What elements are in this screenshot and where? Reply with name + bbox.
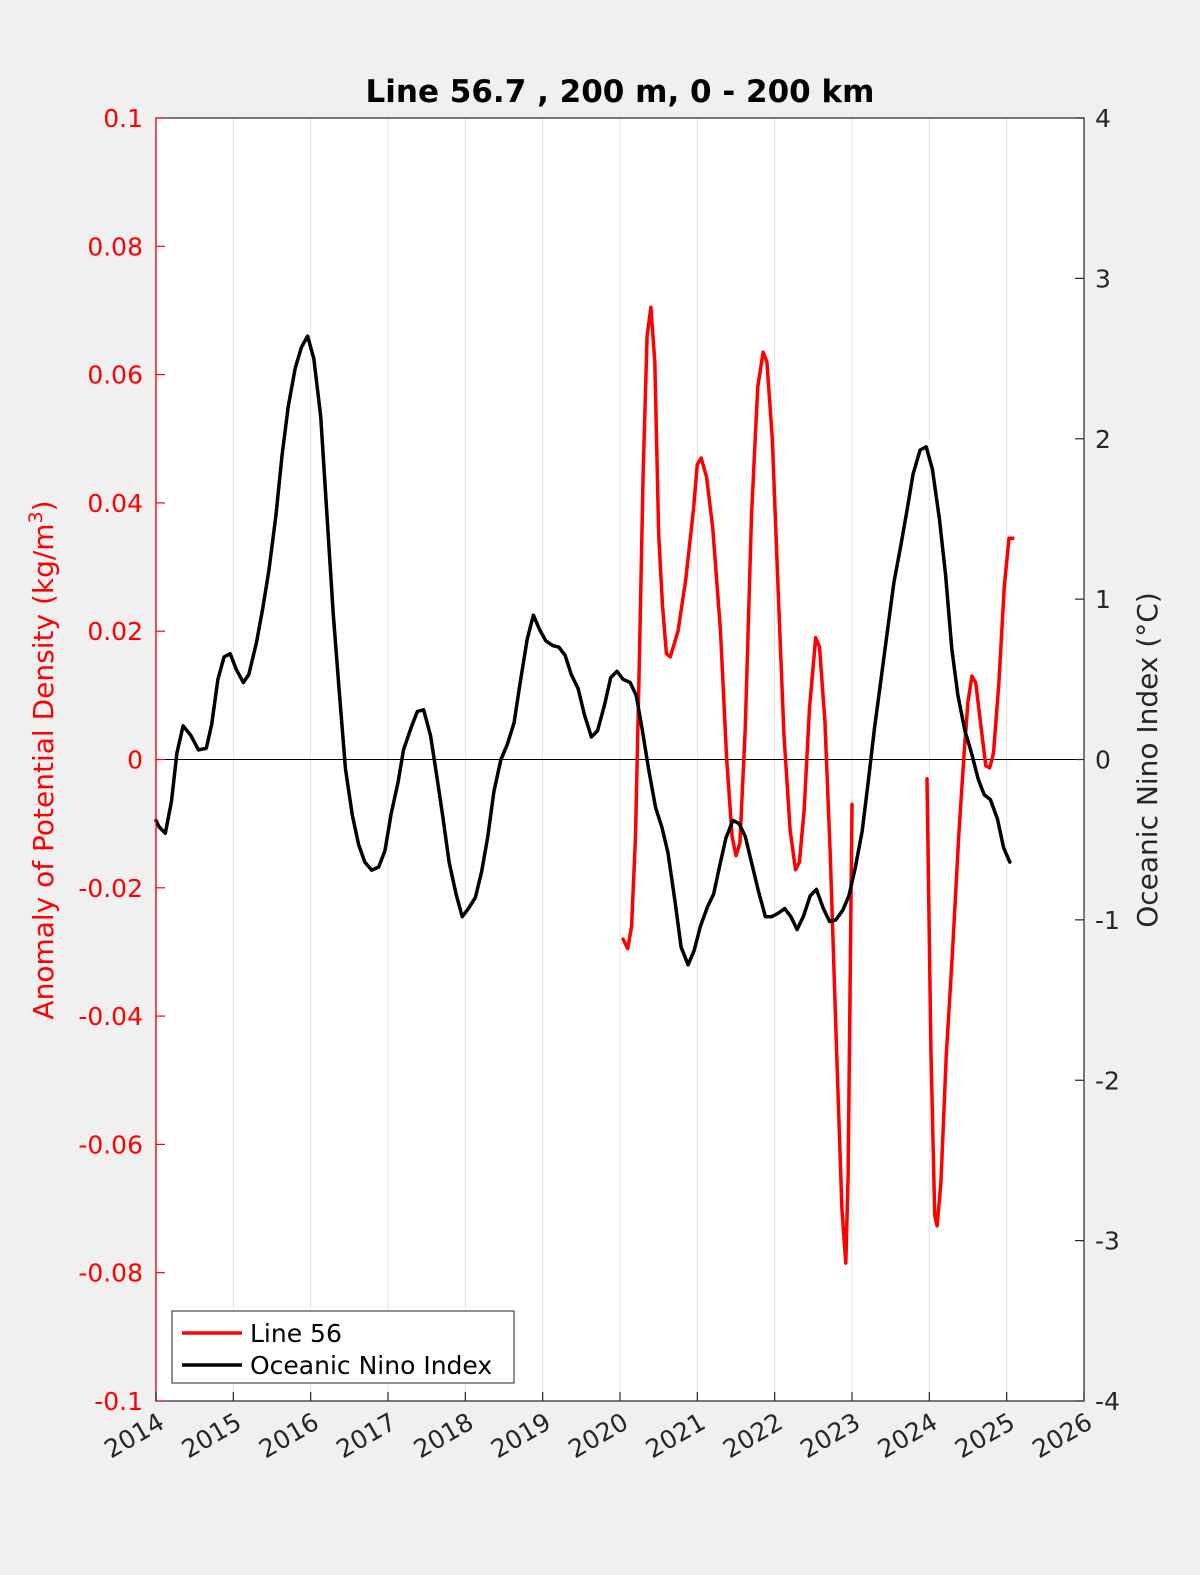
left-tick-label: -0.02 bbox=[78, 874, 143, 903]
legend-label-oni: Oceanic Nino Index bbox=[250, 1351, 492, 1380]
chart-title: Line 56.7 , 200 m, 0 - 200 km bbox=[366, 74, 875, 110]
right-axis-label: Oceanic Nino Index (°C) bbox=[1131, 592, 1164, 928]
left-tick-label: 0.06 bbox=[87, 361, 143, 390]
series-line-oceanic-nino-index-0 bbox=[154, 334, 1012, 967]
right-y-axis: 4 3 2 1 0 -1 -2 -3 -4 bbox=[1075, 104, 1120, 1416]
right-tick-label: -1 bbox=[1095, 906, 1120, 935]
right-tick-label: 1 bbox=[1095, 585, 1111, 614]
left-tick-label: -0.08 bbox=[78, 1259, 143, 1288]
left-axis-label: Anomaly of Potential Density (kg/m3) bbox=[25, 500, 60, 1019]
left-tick-label: 0.1 bbox=[103, 104, 143, 133]
right-tick-label: 0 bbox=[1095, 746, 1111, 775]
series-line-line-56-0 bbox=[621, 305, 854, 1265]
left-tick-label: -0.1 bbox=[94, 1387, 143, 1416]
right-tick-label: -3 bbox=[1095, 1227, 1120, 1256]
left-tick-label: -0.06 bbox=[78, 1130, 143, 1159]
left-tick-label: 0.08 bbox=[87, 232, 143, 261]
right-tick-label: 4 bbox=[1095, 104, 1111, 133]
right-tick-label: -2 bbox=[1095, 1066, 1120, 1095]
series-line-line-56-1 bbox=[925, 536, 1015, 1228]
legend-box bbox=[171, 1310, 515, 1384]
left-tick-label: -0.04 bbox=[78, 1002, 143, 1031]
right-tick-label: -4 bbox=[1095, 1387, 1120, 1416]
right-tick-label: 3 bbox=[1095, 264, 1111, 293]
legend: Line 56 Oceanic Nino Index bbox=[171, 1310, 515, 1384]
left-y-axis: 0.1 0.08 0.06 0.04 0.02 0 -0.02 -0.04 -0.06 -0.08… bbox=[78, 104, 165, 1416]
left-tick-label: 0 bbox=[127, 746, 143, 775]
legend-label-line56: Line 56 bbox=[250, 1319, 342, 1348]
right-tick-label: 2 bbox=[1095, 425, 1111, 454]
left-tick-label: 0.04 bbox=[87, 489, 143, 518]
left-tick-label: 0.02 bbox=[87, 617, 143, 646]
series-layer bbox=[154, 305, 1015, 1265]
